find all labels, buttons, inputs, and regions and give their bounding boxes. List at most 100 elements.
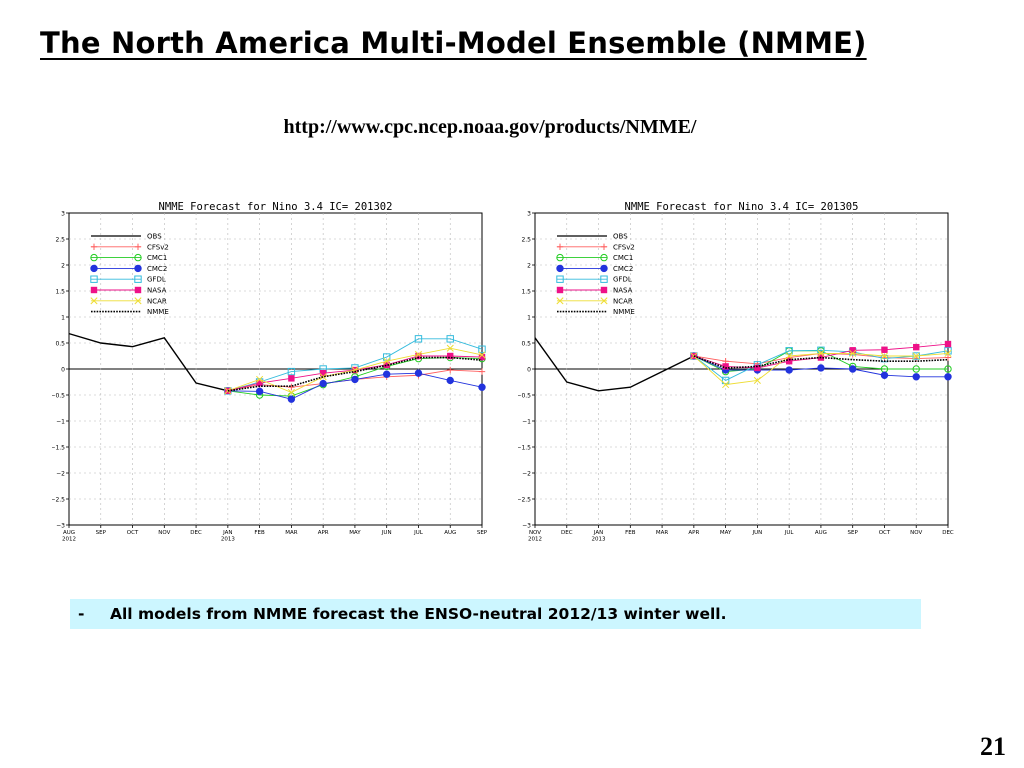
x-tick-label: 2013 <box>592 537 606 543</box>
series-nmme <box>227 356 483 392</box>
series-line-cmc1 <box>693 350 948 373</box>
legend-label-cmc1: CMC1 <box>147 254 167 262</box>
x-tick-label: NOV <box>529 530 541 536</box>
point-ncar <box>383 357 391 365</box>
legend-label-cmc1: CMC1 <box>613 254 633 262</box>
point-ncar <box>849 349 857 357</box>
point-cmc2 <box>255 387 264 396</box>
x-tick-label: 2013 <box>221 537 235 543</box>
series-line-nmme <box>693 355 949 369</box>
point-gfdl <box>414 335 423 343</box>
legend-marker-gfdl <box>600 275 608 283</box>
x-tick-label: MAR <box>656 530 669 536</box>
point-ncar <box>224 387 232 395</box>
legend-marker-cmc1 <box>90 253 98 262</box>
y-tick-label: 2.5 <box>521 237 531 244</box>
y-tick-label: −2.5 <box>518 497 531 504</box>
x-tick-label: SEP <box>477 530 488 536</box>
point-gfdl <box>721 376 730 385</box>
point-cfsv2 <box>478 368 486 375</box>
point-nasa <box>319 369 327 377</box>
legend-marker-nasa <box>600 286 608 294</box>
point-cmc2 <box>287 395 296 403</box>
bullet-dash: - <box>78 605 85 623</box>
point-gfdl <box>785 347 793 355</box>
legend-label-nasa: NASA <box>147 287 167 295</box>
point-gfdl <box>287 367 296 376</box>
x-tick-label: MAY <box>349 530 361 536</box>
legend-label-gfdl: GFDL <box>147 276 166 284</box>
x-tick-label: OCT <box>127 530 139 536</box>
x-tick-label: APR <box>688 530 699 536</box>
y-tick-label: −2 <box>56 471 65 478</box>
y-tick-label: 2 <box>527 263 531 270</box>
legend-label-cmc2: CMC2 <box>613 265 633 273</box>
legend-marker-cmc2 <box>600 264 608 273</box>
legend-marker-ncar <box>90 297 98 305</box>
x-tick-label: OCT <box>879 530 891 536</box>
legend-marker-cfsv2 <box>90 243 98 250</box>
point-ncar <box>880 352 889 360</box>
y-tick-label: 1.5 <box>55 289 65 296</box>
nmme-url[interactable]: http://www.cpc.ncep.noaa.gov/products/NM… <box>283 116 697 138</box>
point-ncar <box>912 352 920 360</box>
point-nasa <box>754 364 761 372</box>
y-tick-label: −1 <box>56 419 65 426</box>
x-tick-label: JAN <box>593 530 603 536</box>
point-ncar <box>256 375 264 383</box>
series-line-obs <box>68 332 229 392</box>
point-cmc2 <box>382 370 391 378</box>
legend-label-cfsv2: CFSv2 <box>147 243 169 251</box>
series-line-gfdl <box>693 349 949 381</box>
point-ncar <box>785 352 793 360</box>
series-nmme <box>693 355 949 369</box>
point-nasa <box>383 361 390 369</box>
point-nasa <box>913 343 920 351</box>
point-gfdl <box>478 345 486 353</box>
series-ncar <box>690 349 952 389</box>
legend-label-nmme: NMME <box>147 308 169 316</box>
legend-label-cfsv2: CFSv2 <box>613 243 635 251</box>
y-tick-label: 1 <box>527 315 531 322</box>
y-tick-label: 0 <box>61 367 65 374</box>
point-nasa <box>849 347 856 354</box>
y-tick-label: −1 <box>522 419 531 426</box>
point-cmc2 <box>351 375 359 384</box>
x-tick-label: DEC <box>942 530 954 536</box>
chart-title: NMME Forecast for Nino 3.4 IC= 201302 <box>159 201 393 213</box>
point-ncar <box>690 352 698 360</box>
y-tick-label: 0.5 <box>55 341 65 348</box>
legend-marker-cfsv2 <box>134 243 142 250</box>
point-cmc1 <box>912 365 920 373</box>
point-ncar <box>478 351 486 359</box>
legend-label-obs: OBS <box>147 233 162 241</box>
x-tick-label: NOV <box>910 530 922 536</box>
legend-marker-gfdl <box>134 275 142 283</box>
x-tick-label: AUG <box>815 530 827 536</box>
nino34-forecast-chart-201302: NMME Forecast for Nino 3.4 IC= 201302 3 2.… <box>52 201 488 543</box>
point-gfdl <box>446 335 454 343</box>
legend-marker-cmc1 <box>600 253 608 262</box>
y-tick-label: 1.5 <box>521 289 531 296</box>
legend-marker-gfdl <box>556 275 564 283</box>
y-tick-label: −2 <box>522 471 531 478</box>
summary-bullet: - All models from NMME forecast the ENSO… <box>70 599 921 629</box>
legend-label-gfdl: GFDL <box>613 276 632 284</box>
x-tick-label: FEB <box>254 530 265 536</box>
x-tick-label: JUL <box>784 530 795 536</box>
x-tick-label: JAN <box>222 530 232 536</box>
legend-marker-ncar <box>134 297 142 305</box>
series-obs <box>534 337 695 392</box>
point-ncar <box>414 350 423 358</box>
point-nasa <box>881 346 888 353</box>
x-tick-label: JUN <box>752 530 763 536</box>
point-cmc2 <box>848 365 857 373</box>
point-cfsv2 <box>288 384 295 391</box>
legend-marker-cmc2 <box>90 264 98 273</box>
y-tick-label: 3 <box>527 211 531 218</box>
y-tick-label: 3 <box>61 211 65 218</box>
y-tick-label: 0 <box>527 367 531 374</box>
slide-title: The North America Multi-Model Ensemble (… <box>40 26 867 60</box>
y-tick-label: −1.5 <box>52 445 65 452</box>
legend-marker-nasa <box>90 286 98 294</box>
